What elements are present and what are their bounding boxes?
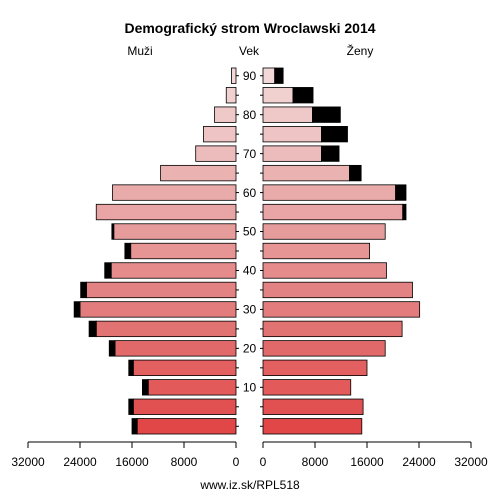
bar-men-55-59 (95, 203, 237, 221)
bar-women-70-74 (262, 145, 322, 162)
bar-men-65-69 (160, 164, 237, 182)
bar-men-25-29 (95, 320, 237, 338)
excess-men-25-29 (88, 320, 97, 338)
age-label: 10 (243, 381, 257, 395)
excess-women-65-69 (349, 164, 362, 182)
bar-women-0-4 (262, 418, 363, 435)
x-tick-label-women: 8000 (302, 455, 329, 469)
bar-men-20-24 (114, 340, 237, 357)
x-tick-label-women: 24000 (402, 455, 436, 469)
excess-men-20-24 (108, 340, 116, 357)
bar-men-45-49 (130, 242, 237, 260)
bar-men-90+ (231, 67, 237, 84)
bar-women-20-24 (262, 340, 386, 357)
excess-men-50-54 (111, 223, 115, 240)
bar-women-40-44 (262, 262, 387, 279)
bar-women-75-79 (262, 126, 322, 143)
axes-group: 32000 24000 16000 8000 0 0 8000 16000 24000 32000… (11, 69, 488, 469)
bar-women-85-89 (262, 87, 294, 104)
excess-men-0-4 (131, 418, 138, 435)
bar-women-90+ (262, 67, 276, 84)
bars-group (73, 67, 421, 435)
age-label: 20 (243, 342, 257, 356)
bar-women-5-9 (262, 398, 364, 415)
center-header: Vek (239, 44, 260, 58)
x-tick-label-women: 16000 (350, 455, 384, 469)
bar-men-80-84 (214, 106, 237, 123)
age-label: 40 (243, 264, 257, 278)
bar-men-40-44 (110, 262, 237, 279)
bar-men-35-39 (86, 281, 237, 299)
excess-women-55-59 (402, 203, 407, 221)
age-label: 30 (243, 303, 257, 317)
x-tick-label-men: 32000 (11, 455, 45, 469)
x-tick-label-men: 16000 (115, 455, 149, 469)
age-label: 70 (243, 147, 257, 161)
bar-men-60-64 (112, 184, 237, 201)
excess-women-70-74 (321, 145, 340, 162)
bar-men-5-9 (132, 398, 237, 415)
bar-men-15-19 (132, 359, 237, 376)
excess-women-80-84 (311, 106, 341, 123)
x-tick-label-women: 32000 (454, 455, 488, 469)
bar-women-25-29 (262, 320, 403, 338)
bar-women-55-59 (262, 203, 404, 221)
bar-women-30-34 (262, 301, 421, 318)
excess-men-40-44 (104, 262, 112, 279)
left-header: Muži (127, 44, 152, 58)
excess-men-45-49 (124, 242, 132, 260)
bar-women-35-39 (262, 281, 413, 299)
x-tick-label-men: 8000 (171, 455, 198, 469)
excess-men-35-39 (80, 281, 87, 299)
x-tick-label-men: 0 (233, 455, 240, 469)
bar-men-85-89 (225, 87, 237, 104)
excess-women-75-79 (321, 126, 348, 143)
source-label[interactable]: www.iz.sk/RPL518 (199, 478, 300, 492)
bar-women-60-64 (262, 184, 397, 201)
age-label: 60 (243, 186, 257, 200)
bar-women-50-54 (262, 223, 386, 240)
bar-men-10-14 (147, 379, 237, 396)
bar-women-45-49 (262, 242, 370, 260)
bar-men-30-34 (79, 301, 237, 318)
right-header: Ženy (347, 43, 374, 58)
excess-men-30-34 (73, 301, 81, 318)
bar-women-65-69 (262, 164, 350, 182)
bar-men-75-79 (203, 126, 237, 143)
excess-men-10-14 (141, 379, 149, 396)
age-label: 50 (243, 225, 257, 239)
bar-women-10-14 (262, 379, 352, 396)
excess-women-85-89 (292, 87, 314, 104)
x-tick-label-women: 0 (260, 455, 267, 469)
bar-women-80-84 (262, 106, 313, 123)
excess-women-90+ (274, 67, 284, 84)
age-label: 80 (243, 108, 257, 122)
excess-men-5-9 (128, 398, 134, 415)
excess-women-60-64 (395, 184, 407, 201)
age-label: 90 (243, 69, 257, 83)
bar-women-15-19 (262, 359, 368, 376)
bar-men-70-74 (195, 145, 237, 162)
chart-title: Demografický strom Wroclawski 2014 (124, 20, 375, 36)
bar-men-50-54 (113, 223, 237, 240)
x-tick-label-men: 24000 (63, 455, 97, 469)
bar-men-0-4 (136, 418, 237, 435)
excess-men-15-19 (128, 359, 134, 376)
